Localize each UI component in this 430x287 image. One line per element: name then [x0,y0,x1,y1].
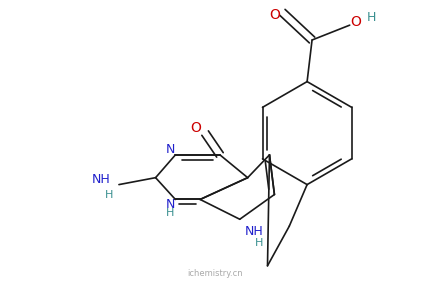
Text: ichemistry.cn: ichemistry.cn [187,269,242,278]
Text: N: N [166,144,175,156]
Text: N: N [166,198,175,211]
Text: NH: NH [244,225,263,238]
Text: O: O [189,121,200,135]
Text: NH: NH [92,173,110,186]
Text: H: H [104,189,113,199]
Text: H: H [254,238,262,248]
Text: H: H [166,208,174,218]
Text: H: H [366,11,375,24]
Text: O: O [350,15,360,29]
Text: O: O [268,8,279,22]
